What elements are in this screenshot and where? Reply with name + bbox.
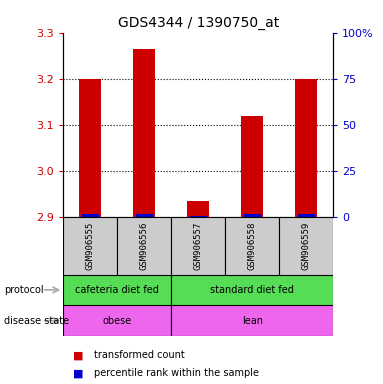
Bar (225, 217, 279, 275)
Text: ■: ■ (73, 350, 83, 360)
Text: GSM906557: GSM906557 (194, 222, 203, 270)
Bar (82, 214, 99, 217)
Bar (133, 49, 155, 217)
Bar (241, 116, 263, 217)
Text: disease state: disease state (4, 316, 69, 326)
Bar (171, 217, 225, 275)
Text: standard diet fed: standard diet fed (210, 285, 294, 295)
Bar (187, 201, 209, 217)
Bar (190, 215, 207, 217)
Text: GSM906555: GSM906555 (86, 222, 95, 270)
Text: percentile rank within the sample: percentile rank within the sample (94, 368, 259, 378)
Text: GSM906558: GSM906558 (248, 222, 257, 270)
Bar (63, 217, 117, 275)
Bar (79, 79, 101, 217)
Text: cafeteria diet fed: cafeteria diet fed (75, 285, 159, 295)
Bar (63, 305, 171, 336)
Title: GDS4344 / 1390750_at: GDS4344 / 1390750_at (118, 16, 279, 30)
Text: transformed count: transformed count (94, 350, 185, 360)
Bar (244, 214, 261, 217)
Text: protocol: protocol (4, 285, 43, 295)
Text: GSM906559: GSM906559 (302, 222, 311, 270)
Bar (117, 217, 171, 275)
Bar (295, 79, 317, 217)
Bar (136, 214, 153, 217)
Bar (171, 275, 333, 305)
Bar (171, 305, 333, 336)
Bar (279, 217, 333, 275)
Text: lean: lean (242, 316, 263, 326)
Text: obese: obese (103, 316, 132, 326)
Bar (63, 275, 171, 305)
Text: ■: ■ (73, 368, 83, 378)
Bar (298, 214, 315, 217)
Text: GSM906556: GSM906556 (140, 222, 149, 270)
